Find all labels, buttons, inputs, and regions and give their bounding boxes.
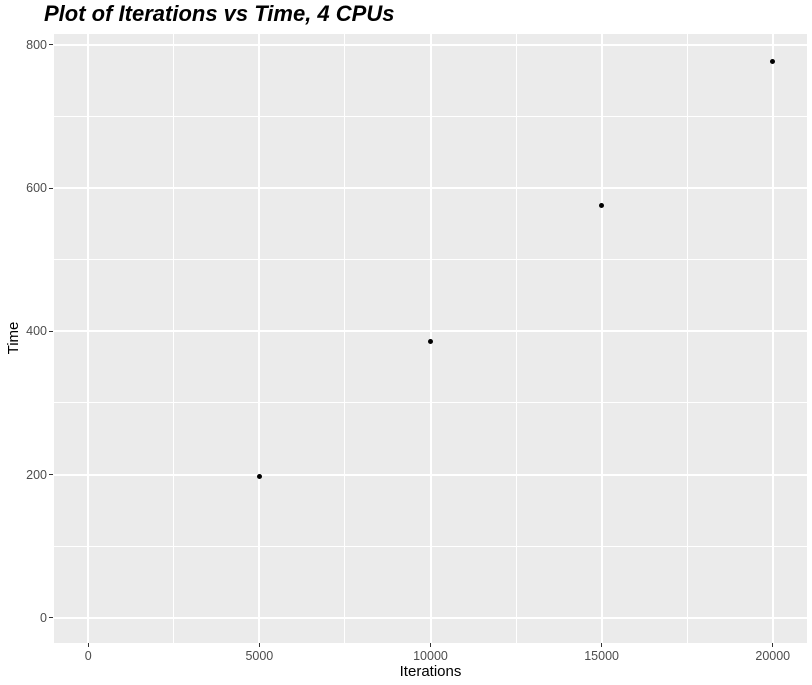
y-tick-mark xyxy=(49,617,53,619)
x-major-gridline xyxy=(600,34,603,643)
x-minor-gridline xyxy=(173,34,175,643)
y-major-gridline xyxy=(54,330,807,333)
x-tick-label: 0 xyxy=(84,649,92,663)
y-tick-mark xyxy=(49,474,53,476)
plot-panel xyxy=(54,34,807,643)
x-tick-label: 20000 xyxy=(755,649,791,663)
y-axis-title: Time xyxy=(5,321,22,355)
x-tick-label: 15000 xyxy=(584,649,619,663)
y-tick-mark xyxy=(49,187,53,189)
data-point xyxy=(256,474,262,480)
y-tick-label: 800 xyxy=(26,37,47,52)
data-point xyxy=(770,58,776,64)
y-major-gridline xyxy=(54,43,807,46)
y-tick-label: 400 xyxy=(26,324,47,339)
x-tick-label: 10000 xyxy=(413,649,448,663)
y-tick-mark xyxy=(49,330,53,332)
y-tick-label: 600 xyxy=(26,181,47,196)
x-major-gridline xyxy=(771,34,774,643)
x-tick-mark xyxy=(87,643,89,647)
y-tick-label: 0 xyxy=(40,610,47,625)
data-point xyxy=(599,203,605,209)
y-major-gridline xyxy=(54,187,807,190)
data-point xyxy=(428,338,433,344)
y-tick-mark xyxy=(49,44,53,46)
x-tick-label: 5000 xyxy=(245,649,274,663)
x-major-gridline xyxy=(87,34,90,643)
y-tick-label: 200 xyxy=(26,467,47,482)
x-minor-gridline xyxy=(686,34,688,643)
x-tick-mark xyxy=(601,643,603,647)
x-tick-mark xyxy=(430,643,431,647)
x-tick-mark xyxy=(258,643,260,647)
y-major-gridline xyxy=(54,616,807,619)
x-major-gridline xyxy=(429,34,432,643)
x-tick-mark xyxy=(772,643,774,647)
y-major-gridline xyxy=(54,473,807,476)
chart-title: Plot of Iterations vs Time, 4 CPUs xyxy=(44,1,395,26)
x-major-gridline xyxy=(258,34,261,643)
x-minor-gridline xyxy=(515,34,517,643)
x-minor-gridline xyxy=(344,34,346,643)
x-axis-title: Iterations xyxy=(399,663,462,680)
